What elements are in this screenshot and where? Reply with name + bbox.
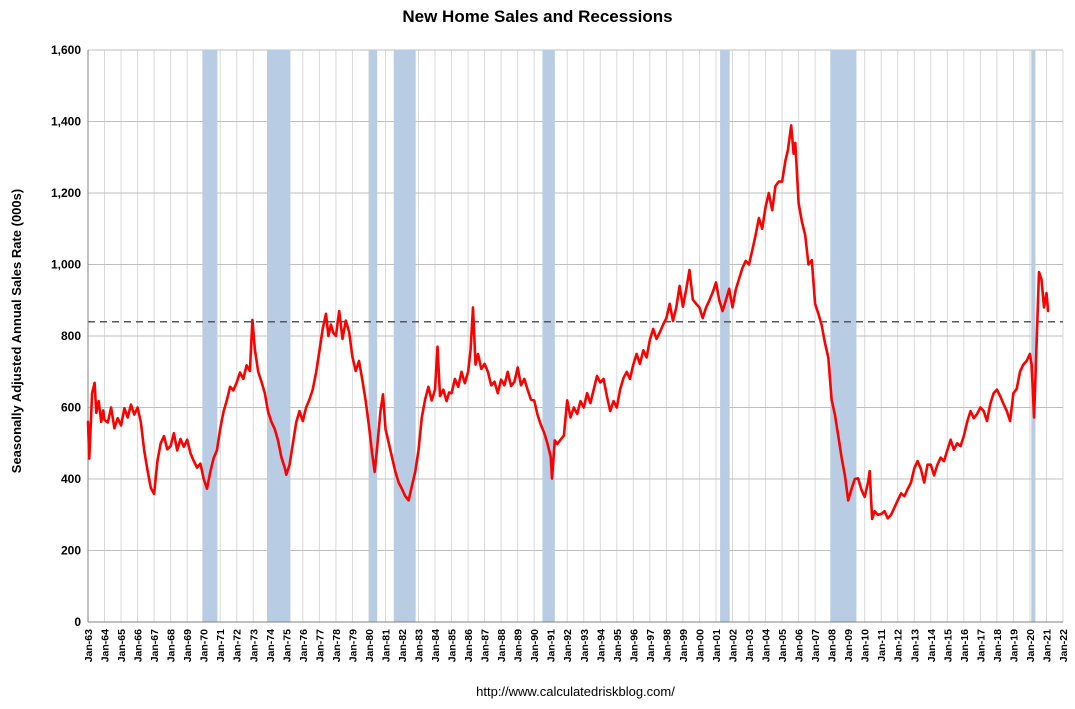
x-tick-label: Jan-66 (133, 629, 145, 662)
x-tick-label: Jan-13 (909, 629, 921, 662)
x-tick-label: Jan-12 (893, 629, 905, 662)
x-tick-label: Jan-71 (215, 629, 227, 662)
x-tick-label: Jan-02 (727, 629, 739, 662)
x-tick-label: Jan-03 (744, 629, 756, 662)
source-url: http://www.calculatedriskblog.com/ (476, 684, 675, 699)
x-tick-label: Jan-83 (414, 629, 426, 662)
recession-band (266, 50, 291, 622)
x-tick-label: Jan-04 (761, 629, 773, 662)
x-tick-label: Jan-74 (265, 629, 277, 662)
new-home-sales-line (86, 124, 1050, 521)
x-tick-label: Jan-95 (612, 629, 624, 662)
y-tick-label: 0 (74, 615, 81, 629)
x-tick-label: Jan-89 (513, 629, 525, 662)
x-tick-label: Jan-90 (529, 629, 541, 662)
x-tick-label: Jan-64 (100, 629, 112, 662)
x-tick-label: Jan-93 (579, 629, 591, 662)
x-tick-label: Jan-17 (975, 629, 987, 662)
x-tick-label: Jan-20 (1025, 629, 1037, 662)
recession-band (720, 50, 730, 622)
x-tick-label: Jan-92 (562, 629, 574, 662)
x-tick-label: Jan-80 (364, 629, 376, 662)
x-tick-label: Jan-15 (942, 629, 954, 662)
recession-band (368, 50, 378, 622)
x-tick-label: Jan-11 (876, 629, 888, 662)
x-tick-label: Jan-77 (314, 629, 326, 662)
x-tick-label: Jan-82 (397, 629, 409, 662)
y-tick-label: 600 (61, 401, 81, 415)
chart-title: New Home Sales and Recessions (402, 7, 673, 26)
x-tick-label: Jan-81 (380, 629, 392, 662)
x-tick-label: Jan-87 (480, 629, 492, 662)
x-tick-label: Jan-07 (810, 629, 822, 662)
y-tick-label: 200 (61, 544, 81, 558)
x-tick-label: Jan-70 (199, 629, 211, 662)
x-tick-label: Jan-00 (694, 629, 706, 662)
x-tick-label: Jan-73 (248, 629, 260, 662)
x-tick-label: Jan-96 (628, 629, 640, 662)
x-tick-label: Jan-85 (447, 629, 459, 662)
x-tick-label: Jan-21 (1041, 629, 1053, 662)
x-tick-label: Jan-75 (281, 629, 293, 662)
x-tick-label: Jan-91 (546, 629, 558, 662)
y-tick-label: 400 (61, 472, 81, 486)
recession-band (830, 50, 857, 622)
x-tick-label: Jan-84 (430, 629, 442, 662)
y-axis-title: Seasonally Adjusted Annual Sales Rate (0… (9, 188, 24, 474)
x-tick-label: Jan-63 (83, 629, 95, 662)
x-tick-label: Jan-67 (149, 629, 161, 662)
y-tick-label: 1,400 (51, 115, 81, 129)
x-tick-label: Jan-65 (116, 629, 128, 662)
recession-band (1031, 50, 1036, 622)
x-tick-label: Jan-68 (166, 629, 178, 662)
recession-band (202, 50, 218, 622)
x-tick-label: Jan-01 (711, 629, 723, 662)
x-tick-label: Jan-18 (992, 629, 1004, 662)
x-tick-label: Jan-19 (1008, 629, 1020, 662)
x-tick-label: Jan-79 (347, 629, 359, 662)
x-tick-label: Jan-10 (860, 629, 872, 662)
x-tick-label: Jan-08 (827, 629, 839, 662)
y-tick-label: 1,600 (51, 43, 81, 57)
recession-band (393, 50, 416, 622)
x-tick-label: Jan-98 (661, 629, 673, 662)
x-tick-label: Jan-69 (182, 629, 194, 662)
recession-band (542, 50, 555, 622)
x-tick-label: Jan-22 (1058, 629, 1070, 662)
y-tick-label: 1,000 (51, 258, 81, 272)
y-tick-label: 1,200 (51, 186, 81, 200)
x-tick-label: Jan-78 (331, 629, 343, 662)
y-tick-label: 800 (61, 329, 81, 343)
x-tick-label: Jan-09 (843, 629, 855, 662)
x-tick-label: Jan-97 (645, 629, 657, 662)
x-tick-label: Jan-16 (959, 629, 971, 662)
x-tick-label: Jan-14 (926, 629, 938, 662)
x-tick-label: Jan-99 (678, 629, 690, 662)
x-tick-label: Jan-88 (496, 629, 508, 662)
x-tick-label: Jan-76 (298, 629, 310, 662)
x-tick-label: Jan-86 (463, 629, 475, 662)
x-tick-label: Jan-05 (777, 629, 789, 662)
x-tick-label: Jan-06 (794, 629, 806, 662)
x-tick-label: Jan-72 (232, 629, 244, 662)
x-tick-label: Jan-94 (595, 629, 607, 662)
